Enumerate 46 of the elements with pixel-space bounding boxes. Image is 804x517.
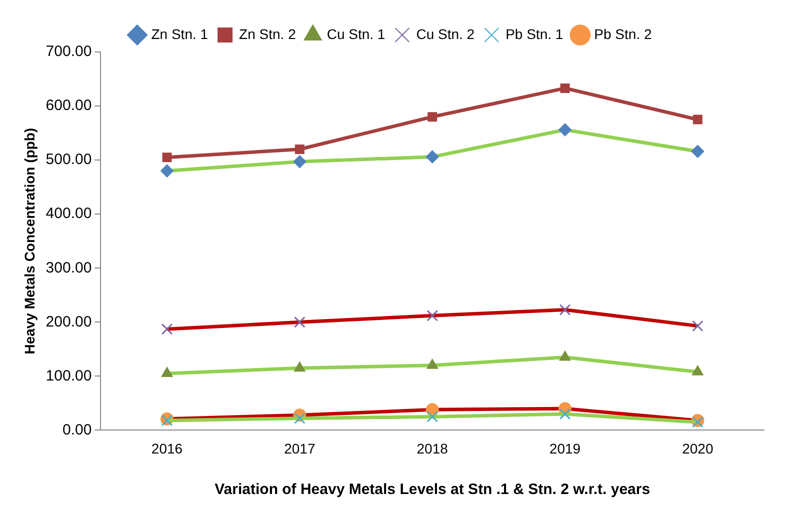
- x-tick-label: 2016: [151, 440, 183, 456]
- point: [294, 362, 306, 372]
- point: [559, 304, 571, 316]
- y-tick-label: 200.00: [46, 313, 92, 330]
- x-axis-title: Variation of Heavy Metals Levels at Stn .1 & Stn. 2 w.r.t. years: [214, 481, 650, 498]
- legend-label: Cu Stn. 2: [416, 26, 475, 42]
- x-tick-label: 2018: [416, 440, 448, 456]
- point: [692, 114, 702, 124]
- point: [426, 358, 438, 369]
- point: [294, 144, 304, 154]
- y-tick-label: 400.00: [46, 205, 92, 222]
- point: [692, 365, 704, 376]
- point: [294, 316, 306, 328]
- y-tick-label: 600.00: [46, 97, 92, 114]
- point: [558, 123, 572, 136]
- point: [161, 323, 173, 335]
- point: [293, 155, 306, 168]
- y-tick-label: 0.00: [62, 421, 92, 438]
- legend-label: Cu Stn. 1: [326, 26, 386, 42]
- point: [426, 310, 438, 322]
- point: [294, 412, 306, 424]
- point: [426, 410, 438, 422]
- legend-label: Zn Stn. 1: [151, 26, 208, 42]
- x-tick-label: 2020: [682, 440, 714, 456]
- point: [428, 112, 438, 122]
- legend-label: Pb Stn. 1: [506, 26, 564, 42]
- point: [161, 366, 173, 377]
- y-axis-title: Heavy Metals Concentration (ppb): [21, 128, 38, 354]
- y-tick-label: 100.00: [46, 367, 92, 384]
- legend-label: Pb Stn. 2: [594, 26, 652, 42]
- point: [161, 414, 173, 426]
- point: [559, 350, 571, 361]
- point: [560, 83, 570, 93]
- point: [426, 150, 439, 164]
- y-tick-label: 700.00: [46, 43, 92, 60]
- x-tick-label: 2019: [549, 440, 581, 456]
- y-tick-label: 500.00: [46, 151, 92, 168]
- point: [559, 408, 571, 420]
- y-tick-label: 300.00: [46, 259, 92, 276]
- point: [692, 416, 704, 428]
- point: [162, 152, 172, 162]
- x-tick-label: 2017: [284, 440, 316, 456]
- point: [692, 320, 704, 332]
- legend-label: Zn Stn. 2: [239, 26, 296, 42]
- point: [160, 164, 174, 178]
- point: [691, 144, 704, 158]
